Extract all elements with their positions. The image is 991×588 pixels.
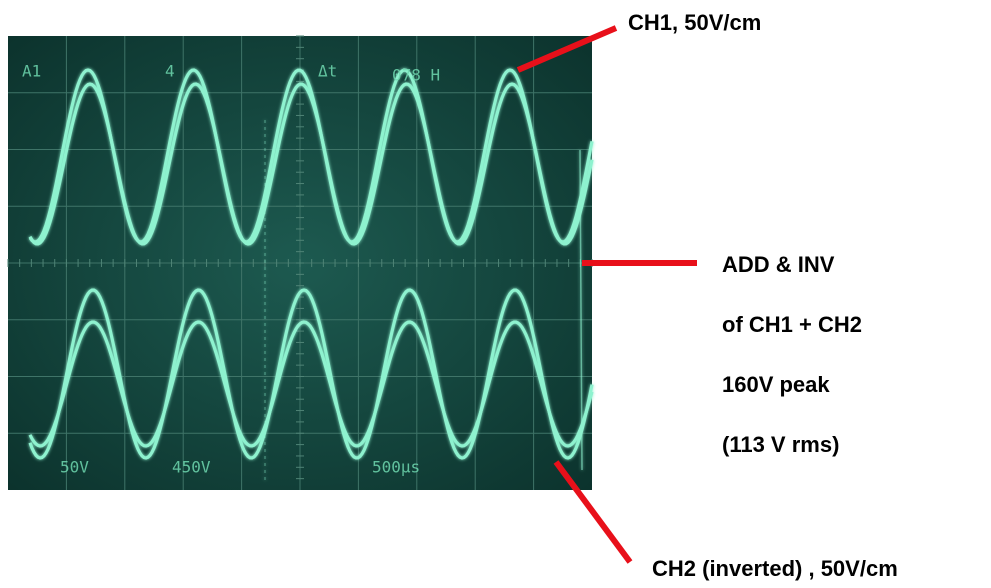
- graticule: [7, 35, 593, 490]
- annotation: 160V peak: [722, 372, 830, 397]
- readout: 078 H: [392, 66, 440, 85]
- trace: [579, 149, 583, 471]
- readout: Δt: [318, 62, 337, 81]
- annotation: ADD & INV: [722, 252, 835, 277]
- traces: [28, 68, 594, 480]
- annotation: CH1, 50V/cm: [628, 10, 761, 35]
- readout: 500µs: [372, 458, 420, 477]
- annotation: CH2 (inverted) , 50V/cm: [652, 556, 898, 581]
- readout: 4: [165, 62, 175, 81]
- readout: 450V: [172, 458, 211, 477]
- pointer-line: [516, 25, 618, 73]
- pointer-line: [553, 460, 633, 564]
- readout: A1: [22, 62, 41, 81]
- trace: [28, 82, 594, 246]
- trace: [28, 320, 594, 448]
- annotation: (113 V rms): [722, 432, 839, 457]
- screen-readout: A1 4 Δt 078 H 50V 450V 500µs: [22, 62, 440, 477]
- readout: 50V: [60, 458, 89, 477]
- annotation: of CH1 + CH2: [722, 312, 862, 337]
- pointers: [516, 25, 697, 564]
